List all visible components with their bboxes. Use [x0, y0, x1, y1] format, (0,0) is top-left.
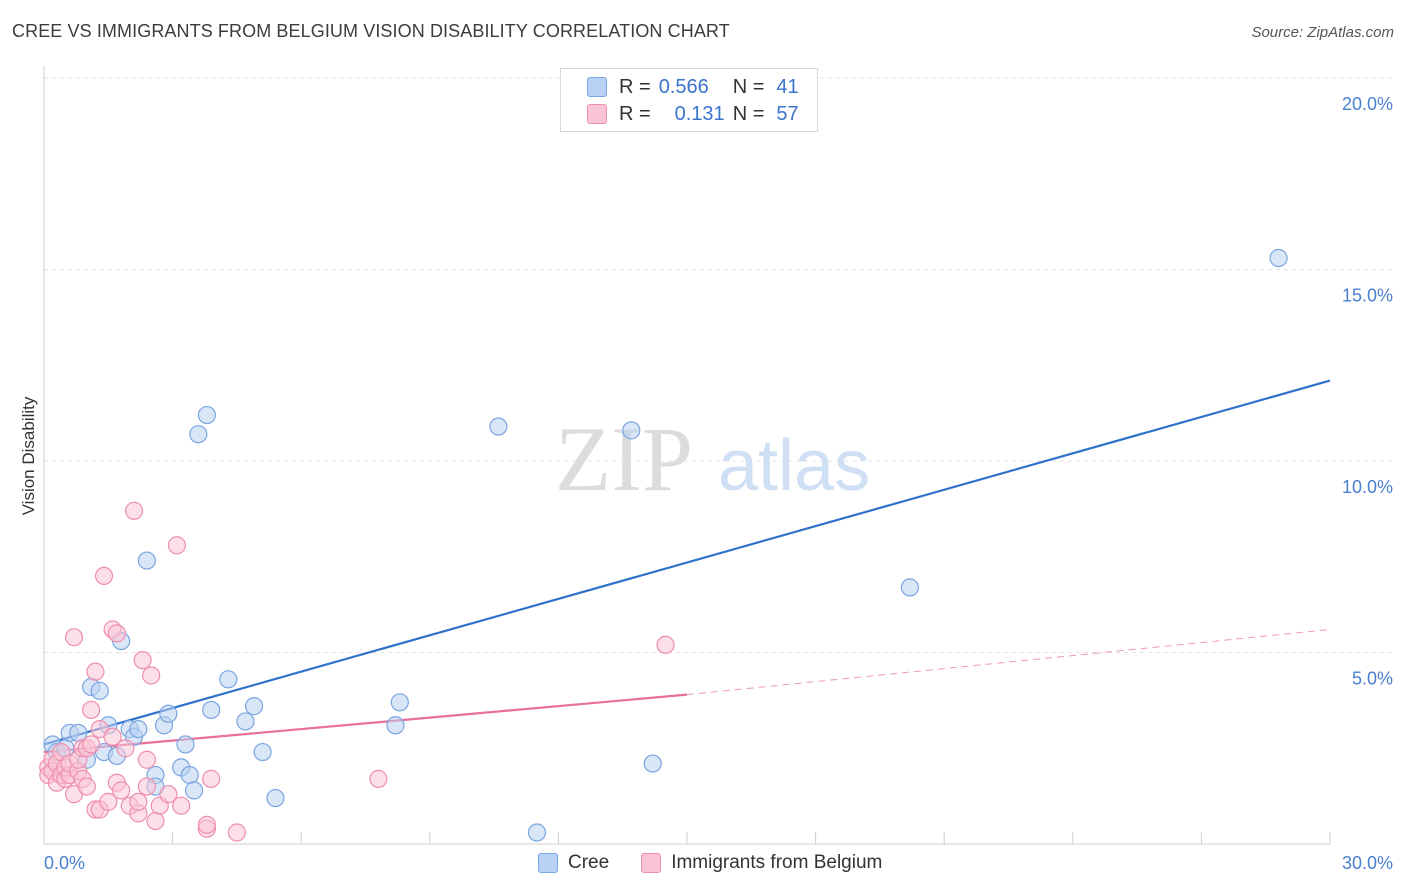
legend-swatch-belgium: [587, 104, 607, 124]
data-point-cree: [202, 700, 221, 720]
tick-labels: 5.0% 10.0% 15.0% 20.0% 0.0% 30.0%: [44, 94, 1393, 873]
axes: [43, 66, 1331, 845]
legend-r-value: 0.131: [674, 102, 725, 125]
data-point-cree: [129, 719, 148, 739]
series-swatch-belgium: [641, 853, 662, 873]
watermark: ZIP atlas: [555, 408, 870, 510]
data-point-belgium: [172, 796, 191, 815]
trend-lines: [43, 379, 1331, 754]
series-label-belgium: Immigrants from Belgium: [671, 852, 883, 873]
data-point-belgium: [227, 823, 246, 842]
watermark-atlas: atlas: [718, 426, 870, 506]
data-point-cree: [244, 697, 264, 716]
data-point-cree: [527, 823, 547, 842]
data-point-belgium: [656, 635, 675, 654]
trend-line-extension-1: [686, 629, 1331, 696]
y-tick-label: 15.0%: [1342, 286, 1393, 306]
source-label: Source: ZipAtlas.com: [1251, 24, 1394, 41]
data-point-belgium: [133, 651, 152, 670]
data-point-cree: [219, 670, 238, 689]
data-point-cree: [253, 742, 272, 762]
chart-title: CREE VS IMMIGRANTS FROM BELGIUM VISION D…: [12, 21, 730, 41]
data-point-belgium: [112, 781, 131, 800]
watermark-zip: ZIP: [555, 408, 693, 510]
data-point-belgium: [82, 735, 101, 754]
legend-r-value: 0.566: [658, 75, 709, 98]
data-point-belgium: [94, 566, 114, 586]
data-points: [39, 248, 1288, 842]
legend-r-label: R =: [619, 75, 651, 98]
data-point-belgium: [86, 662, 105, 681]
data-point-belgium: [116, 739, 135, 758]
data-point-belgium: [197, 815, 216, 834]
data-point-cree: [266, 788, 285, 808]
data-point-belgium: [137, 750, 156, 769]
trend-line-0: [43, 379, 1331, 746]
legend-row-belgium: R = 0.131 N = 57: [587, 102, 799, 126]
series-legend: Cree Immigrants from Belgium: [538, 852, 882, 874]
data-point-belgium: [202, 769, 221, 788]
data-point-cree: [489, 417, 508, 436]
gridlines: [44, 77, 1394, 653]
series-swatch-cree: [538, 853, 558, 873]
data-point-belgium: [167, 536, 186, 555]
data-point-cree: [180, 765, 199, 785]
x-tick-label: 30.0%: [1342, 853, 1393, 873]
data-point-belgium: [159, 785, 178, 804]
legend: R = 0.566 N = 41 R = 0.131 N = 57: [560, 68, 818, 132]
data-point-cree: [622, 421, 641, 440]
data-point-cree: [159, 704, 178, 723]
data-point-cree: [386, 716, 405, 735]
data-point-belgium: [82, 700, 101, 720]
data-point-belgium: [99, 792, 118, 811]
x-tick-label: 0.0%: [44, 853, 85, 873]
data-point-belgium: [137, 777, 156, 796]
legend-n-label: N =: [732, 75, 765, 98]
y-tick-label: 20.0%: [1342, 94, 1393, 114]
data-point-cree: [1269, 248, 1288, 268]
data-point-cree: [236, 712, 255, 731]
data-point-belgium: [369, 769, 388, 788]
y-axis-title: Vision Disability: [19, 396, 38, 515]
data-point-belgium: [146, 811, 165, 831]
y-tick-label: 5.0%: [1352, 669, 1393, 689]
data-point-cree: [189, 425, 208, 444]
data-point-belgium: [142, 666, 161, 685]
data-point-cree: [643, 754, 662, 773]
legend-n-label: N =: [732, 102, 765, 125]
y-tick-label: 10.0%: [1342, 477, 1393, 497]
legend-r-label: R =: [619, 102, 651, 125]
data-point-cree: [390, 693, 409, 712]
trend-line-1: [43, 693, 688, 754]
data-point-cree: [137, 551, 156, 570]
legend-n-value: 57: [776, 102, 799, 125]
data-point-cree: [900, 578, 920, 597]
data-point-belgium: [124, 501, 144, 520]
data-point-cree: [184, 781, 204, 800]
series-label-cree: Cree: [568, 852, 610, 873]
data-point-belgium: [103, 727, 122, 746]
legend-row-cree: R = 0.566 N = 41: [587, 75, 799, 99]
data-point-cree: [90, 681, 109, 700]
data-point-belgium: [64, 628, 84, 647]
legend-swatch-cree: [587, 77, 607, 97]
legend-n-value: 41: [776, 75, 799, 98]
data-point-belgium: [107, 624, 126, 643]
data-point-belgium: [129, 792, 148, 811]
data-point-cree: [197, 405, 216, 425]
data-point-belgium: [77, 777, 96, 796]
data-point-cree: [176, 735, 195, 754]
